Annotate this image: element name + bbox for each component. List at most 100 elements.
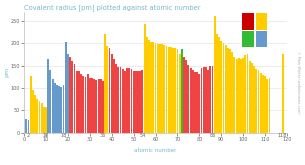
- Bar: [87, 74, 88, 133]
- Bar: [146, 37, 148, 133]
- Bar: [131, 69, 132, 133]
- Bar: [174, 48, 176, 133]
- Bar: [170, 47, 172, 133]
- Bar: [177, 49, 178, 133]
- Bar: [258, 70, 260, 133]
- Bar: [238, 58, 240, 133]
- Bar: [133, 71, 135, 133]
- Bar: [135, 71, 137, 133]
- Bar: [111, 54, 113, 133]
- Bar: [234, 57, 235, 133]
- Bar: [139, 71, 141, 133]
- Bar: [183, 57, 185, 133]
- Bar: [244, 55, 246, 133]
- Bar: [120, 67, 121, 133]
- Bar: [91, 78, 93, 133]
- Bar: [89, 78, 91, 133]
- Bar: [166, 46, 167, 133]
- X-axis label: atomic number: atomic number: [135, 148, 177, 153]
- Bar: [65, 42, 67, 133]
- Bar: [251, 63, 253, 133]
- Bar: [249, 61, 251, 133]
- Bar: [216, 34, 218, 133]
- Bar: [124, 71, 126, 133]
- Bar: [264, 76, 266, 133]
- Bar: [63, 85, 64, 133]
- Bar: [49, 70, 51, 133]
- Bar: [148, 40, 150, 133]
- Bar: [255, 69, 257, 133]
- Bar: [30, 76, 32, 133]
- Bar: [76, 71, 77, 133]
- Bar: [67, 54, 69, 133]
- Bar: [201, 68, 203, 133]
- Bar: [223, 43, 224, 133]
- Bar: [122, 69, 124, 133]
- Y-axis label: pm: pm: [4, 67, 9, 77]
- Bar: [80, 74, 82, 133]
- Bar: [69, 57, 71, 133]
- Bar: [82, 76, 84, 133]
- Bar: [126, 68, 128, 133]
- Bar: [231, 52, 233, 133]
- Bar: [152, 42, 154, 133]
- Bar: [199, 74, 200, 133]
- Bar: [106, 46, 108, 133]
- Bar: [115, 64, 117, 133]
- Bar: [253, 66, 255, 133]
- Bar: [214, 16, 216, 133]
- Bar: [71, 61, 73, 133]
- Bar: [196, 72, 198, 133]
- Bar: [93, 79, 95, 133]
- Bar: [194, 72, 196, 133]
- Bar: [36, 99, 38, 133]
- Text: Covalent radius [pm] plotted against atomic number: Covalent radius [pm] plotted against ato…: [24, 4, 201, 11]
- Bar: [260, 73, 262, 133]
- Bar: [150, 42, 152, 133]
- Bar: [172, 48, 174, 133]
- Bar: [168, 47, 170, 133]
- Bar: [242, 58, 244, 133]
- Bar: [185, 60, 187, 133]
- Bar: [142, 70, 143, 133]
- Bar: [95, 80, 97, 133]
- Bar: [98, 79, 99, 133]
- Bar: [190, 68, 192, 133]
- Bar: [58, 86, 60, 133]
- Bar: [45, 107, 47, 133]
- Bar: [203, 67, 205, 133]
- Bar: [137, 71, 139, 133]
- Bar: [179, 54, 181, 133]
- Bar: [117, 67, 119, 133]
- Bar: [54, 83, 56, 133]
- Bar: [220, 41, 222, 133]
- Bar: [84, 77, 86, 133]
- Bar: [240, 59, 242, 133]
- Bar: [52, 79, 53, 133]
- Bar: [32, 90, 34, 133]
- Bar: [282, 54, 284, 133]
- Bar: [25, 119, 27, 133]
- Bar: [104, 34, 106, 133]
- Bar: [218, 37, 220, 133]
- Bar: [38, 101, 40, 133]
- Bar: [27, 120, 29, 133]
- Bar: [60, 87, 62, 133]
- Bar: [157, 44, 159, 133]
- Bar: [247, 54, 249, 133]
- Bar: [144, 24, 145, 133]
- Bar: [74, 64, 75, 133]
- Bar: [41, 103, 43, 133]
- Bar: [56, 85, 58, 133]
- Bar: [212, 66, 214, 133]
- Bar: [159, 44, 161, 133]
- Bar: [47, 59, 49, 133]
- Bar: [236, 59, 238, 133]
- Bar: [43, 107, 45, 133]
- Bar: [225, 45, 227, 133]
- Bar: [163, 45, 165, 133]
- Bar: [78, 71, 80, 133]
- Bar: [161, 44, 163, 133]
- Bar: [113, 59, 115, 133]
- Text: © Mark Winter (webelements.com): © Mark Winter (webelements.com): [296, 51, 300, 114]
